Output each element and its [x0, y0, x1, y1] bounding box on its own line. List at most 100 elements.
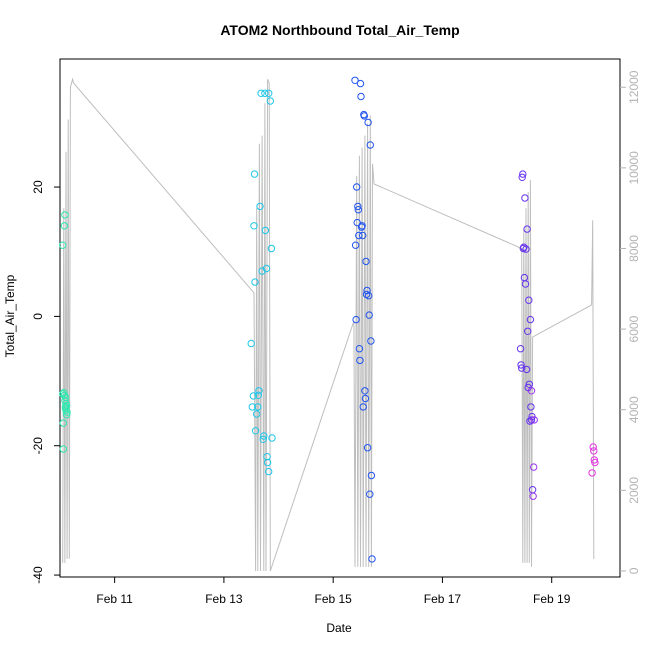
data-point — [257, 89, 265, 98]
data-point — [61, 211, 69, 219]
data-point — [527, 387, 536, 395]
data-point — [362, 257, 370, 266]
data-point — [522, 365, 531, 374]
y2-tick-label: 8000 — [627, 235, 641, 262]
data-point — [518, 364, 526, 372]
data-point — [259, 435, 267, 443]
data-point — [525, 296, 533, 304]
data-point — [365, 292, 373, 300]
data-point — [62, 411, 71, 419]
x-tick-label: Feb 11 — [96, 592, 133, 606]
y2-tick-label: 4000 — [627, 396, 641, 423]
y2-tick-label: 10000 — [627, 151, 641, 185]
data-point — [520, 243, 528, 251]
data-point — [363, 444, 372, 452]
x-tick-label: Feb 13 — [205, 592, 243, 606]
data-point — [358, 222, 366, 230]
data-point — [359, 231, 367, 240]
data-point — [263, 458, 272, 467]
data-point — [526, 417, 534, 425]
data-point — [248, 403, 257, 411]
data-point — [356, 356, 364, 365]
data-point — [265, 89, 273, 98]
plot-frame — [59, 58, 621, 578]
y-tick-label: 20 — [31, 180, 45, 194]
y2-tick-label: 0 — [627, 567, 641, 574]
data-point — [523, 225, 531, 233]
chart-title: ATOM2 Northbound Total_Air_Temp — [220, 22, 459, 38]
altitude-line-layer — [62, 77, 595, 572]
data-point — [359, 403, 367, 411]
data-point — [262, 264, 271, 273]
data-point — [354, 206, 362, 214]
y-tick-label: -20 — [31, 437, 45, 455]
data-point — [367, 337, 375, 345]
data-point — [367, 471, 376, 480]
data-point — [521, 194, 529, 202]
data-point — [354, 202, 362, 211]
data-point — [251, 427, 260, 435]
x-axis: Feb 11 Feb 13 Feb 15 Feb 17 Feb 19 — [96, 577, 571, 606]
y-axis: -40 -20 0 20 — [31, 180, 60, 584]
x-tick-label: Feb 19 — [533, 592, 571, 606]
data-point — [528, 486, 537, 494]
data-point — [60, 391, 69, 399]
data-point — [590, 447, 598, 455]
data-point — [353, 183, 361, 191]
y-tick-label: 0 — [31, 313, 45, 320]
data-point — [366, 490, 374, 498]
y-axis-label: Total_Air_Temp — [3, 274, 17, 357]
data-point — [260, 432, 268, 440]
data-point — [357, 92, 365, 101]
data-point — [268, 434, 276, 442]
data-point — [365, 311, 373, 319]
data-point — [521, 280, 530, 288]
data-point — [60, 222, 69, 230]
data-point — [591, 458, 599, 467]
data-point — [253, 410, 261, 418]
data-point — [251, 278, 259, 286]
data-point — [250, 222, 258, 230]
data-point — [351, 241, 360, 249]
data-point — [356, 79, 365, 88]
x-tick-label: Feb 15 — [314, 592, 352, 606]
data-point — [517, 361, 525, 369]
data-point — [366, 141, 374, 149]
data-point — [527, 416, 536, 424]
data-point — [360, 112, 368, 120]
data-point — [261, 89, 269, 98]
data-point — [525, 380, 533, 388]
data-point — [530, 463, 538, 471]
data-point — [530, 416, 538, 424]
data-point — [266, 97, 274, 105]
secondary-y-axis: 0 2000 4000 6000 8000 10000 12000 — [620, 70, 641, 574]
data-point — [62, 406, 70, 414]
data-point — [59, 241, 67, 249]
data-point — [588, 469, 596, 477]
data-point — [351, 76, 359, 85]
data-point — [364, 118, 372, 127]
data-point — [59, 419, 67, 427]
y2-tick-label: 6000 — [627, 315, 641, 342]
data-point — [250, 170, 259, 178]
data-point — [256, 202, 264, 211]
data-point — [361, 387, 369, 395]
data-point — [363, 286, 371, 295]
data-point — [255, 387, 263, 395]
x-tick-label: Feb 17 — [424, 592, 462, 606]
data-point — [589, 443, 597, 451]
altitude-line — [62, 77, 595, 572]
data-point — [527, 403, 535, 411]
data-point — [267, 244, 276, 253]
data-point — [59, 445, 67, 453]
data-point — [522, 245, 530, 253]
data-point — [254, 391, 262, 399]
data-point — [518, 173, 526, 182]
data-point — [265, 467, 273, 476]
data-point — [526, 315, 535, 324]
y2-tick-label: 12000 — [627, 70, 641, 104]
data-point — [361, 394, 370, 403]
data-point — [516, 345, 525, 353]
data-point — [529, 492, 537, 500]
